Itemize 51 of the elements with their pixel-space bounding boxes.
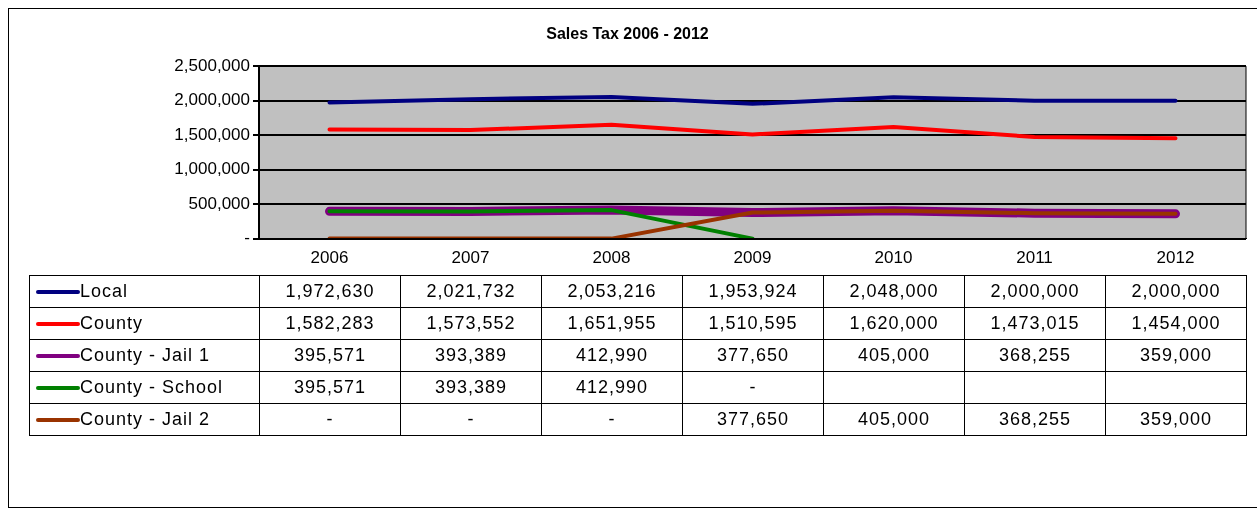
x-tick-label: 2006 [310,248,349,268]
data-label: 1,454,000 [1105,307,1247,340]
data-label: - [682,371,824,404]
x-tick-label: 2011 [1016,248,1053,268]
data-label: 1,651,955 [541,307,683,340]
data-label: 405,000 [823,339,965,372]
data-label: - [541,403,683,436]
data-label: 1,972,630 [259,275,401,308]
data-label: 1,953,924 [682,275,824,308]
data-label: 368,255 [964,339,1106,372]
y-tick-label: 500,000 [188,193,250,213]
data-label: 395,571 [259,371,401,404]
x-tick-label: 2009 [733,248,772,268]
data-label: 412,990 [541,339,683,372]
y-tick-label: 2,500,000 [174,55,250,75]
data-label: 1,620,000 [823,307,965,340]
data-label: - [259,403,401,436]
y-tick-label: 1,000,000 [174,159,250,179]
data-label: 2,000,000 [1105,275,1247,308]
chart-title: Sales Tax 2006 - 2012 [546,25,709,43]
x-tick-label: 2008 [592,248,631,268]
y-tick-label: 1,500,000 [174,124,250,144]
data-label: 393,389 [400,339,542,372]
data-label: 1,582,283 [259,307,401,340]
data-label: 2,048,000 [823,275,965,308]
data-label: 412,990 [541,371,683,404]
data-label: 2,000,000 [964,275,1106,308]
data-label: 377,650 [682,403,824,436]
x-tick-label: 2010 [874,248,913,268]
data-label: 2,021,732 [400,275,542,308]
data-label: - [400,403,542,436]
y-tick-label: 2,000,000 [174,90,250,110]
data-label: 1,510,595 [682,307,824,340]
data-label: 377,650 [682,339,824,372]
data-label: 1,473,015 [964,307,1106,340]
data-label: 359,000 [1105,403,1247,436]
y-tick-label: - [244,228,250,248]
data-label: 359,000 [1105,339,1247,372]
legend-label: County - Jail 2 [80,409,211,429]
data-label: 368,255 [964,403,1106,436]
data-label: 1,573,552 [400,307,542,340]
data-label: 395,571 [259,339,401,372]
data-label: 2,053,216 [541,275,683,308]
legend-label: County [80,313,144,333]
data-label: 393,389 [400,371,542,404]
legend-label: Local [80,281,129,301]
legend-label: County - School [80,377,224,397]
legend-label: County - Jail 1 [80,345,211,365]
data-label: 405,000 [823,403,965,436]
x-tick-label: 2012 [1156,248,1195,268]
x-tick-label: 2007 [451,248,490,268]
